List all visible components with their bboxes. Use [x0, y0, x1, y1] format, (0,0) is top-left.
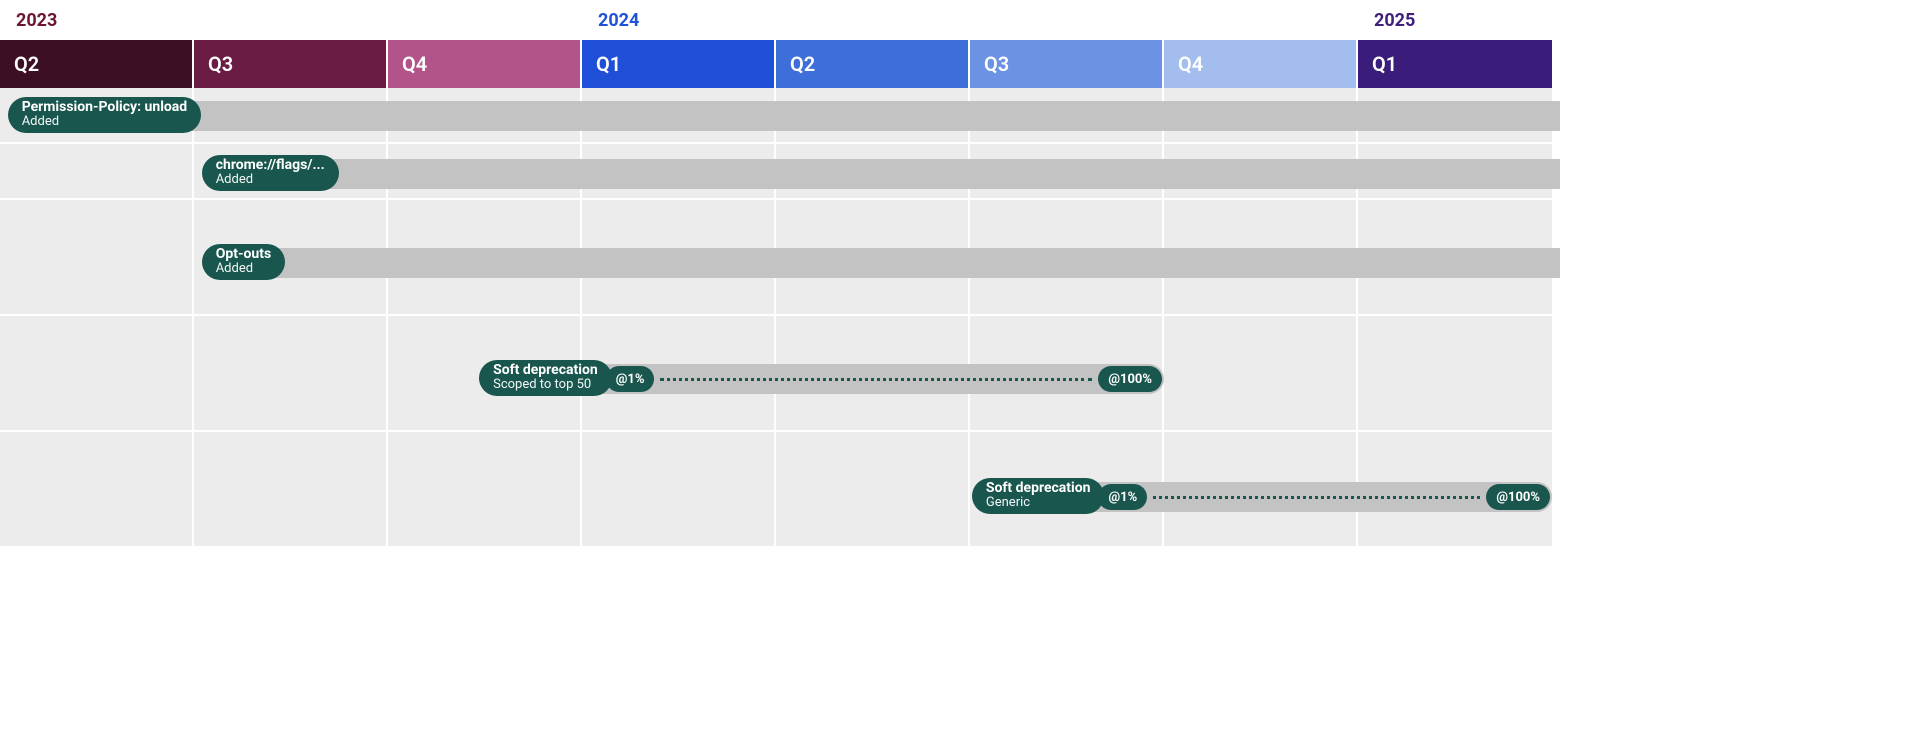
opt-outs-pill: Opt-outsAdded [202, 244, 285, 280]
track-cell [388, 432, 582, 546]
year-row: 2023 2024 2025 [0, 0, 1560, 40]
soft-dep-top50-end-pct: @100% [1098, 366, 1162, 392]
track-cell [776, 432, 970, 546]
timeline: 202320242025 Q2Q3Q4Q1Q2Q3Q4Q1 Permission… [0, 0, 1560, 548]
soft-dep-top50-title: Soft deprecation [493, 363, 598, 378]
chrome-flags-pill: chrome://flags/...Added [202, 155, 339, 191]
track-cell [1164, 316, 1358, 430]
year-label: 2024 [582, 10, 639, 31]
soft-dep-generic-dots [1153, 496, 1480, 499]
quarter-cell: Q3 [194, 40, 388, 88]
track-area: Permission-Policy: unloadAddedchrome://f… [0, 88, 1560, 548]
track-cell [0, 316, 194, 430]
track-cell [0, 144, 194, 198]
track-cell [0, 200, 194, 314]
opt-outs-sub: Added [216, 262, 271, 276]
track-cell [582, 432, 776, 546]
soft-dep-generic-start-pct: @1% [1098, 484, 1147, 510]
quarter-cell: Q1 [582, 40, 776, 88]
soft-dep-top50-pill: Soft deprecationScoped to top 50 [479, 360, 612, 396]
soft-dep-generic-pill: Soft deprecationGeneric [972, 478, 1105, 514]
soft-dep-generic-bar: Soft deprecationGeneric @1% @100% [974, 482, 1552, 512]
permission-policy-unload-title: Permission-Policy: unload [22, 100, 188, 115]
quarter-cell: Q2 [0, 40, 194, 88]
permission-policy-unload-sub: Added [22, 115, 188, 129]
quarter-cell: Q1 [1358, 40, 1552, 88]
soft-dep-top50-bar: Soft deprecationScoped to top 50 @1% @100% [481, 364, 1164, 394]
quarter-cell: Q2 [776, 40, 970, 88]
opt-outs-title: Opt-outs [216, 247, 271, 262]
permission-policy-unload-bar: Permission-Policy: unloadAdded [10, 101, 1560, 131]
track-cell [1358, 316, 1552, 430]
track-cell [194, 432, 388, 546]
soft-dep-top50-start-pct: @1% [606, 366, 655, 392]
soft-dep-generic-sub: Generic [986, 496, 1091, 510]
permission-policy-unload-pill: Permission-Policy: unloadAdded [8, 97, 202, 133]
quarter-cell: Q3 [970, 40, 1164, 88]
year-label: 2025 [1358, 10, 1415, 31]
chrome-flags-title: chrome://flags/... [216, 158, 325, 173]
soft-dep-top50-dots [660, 378, 1092, 381]
opt-outs-bar: Opt-outsAdded [204, 248, 1560, 278]
track-cell [194, 316, 388, 430]
soft-dep-generic-end-pct: @100% [1486, 484, 1550, 510]
chrome-flags-bar: chrome://flags/...Added [204, 159, 1560, 189]
year-label: 2023 [0, 10, 57, 31]
chrome-flags-sub: Added [216, 173, 325, 187]
soft-dep-top50-sub: Scoped to top 50 [493, 378, 598, 392]
quarter-row: Q2Q3Q4Q1Q2Q3Q4Q1 [0, 40, 1560, 88]
quarter-cell: Q4 [388, 40, 582, 88]
soft-dep-generic-title: Soft deprecation [986, 481, 1091, 496]
quarter-cell: Q4 [1164, 40, 1358, 88]
track-cell [0, 432, 194, 546]
